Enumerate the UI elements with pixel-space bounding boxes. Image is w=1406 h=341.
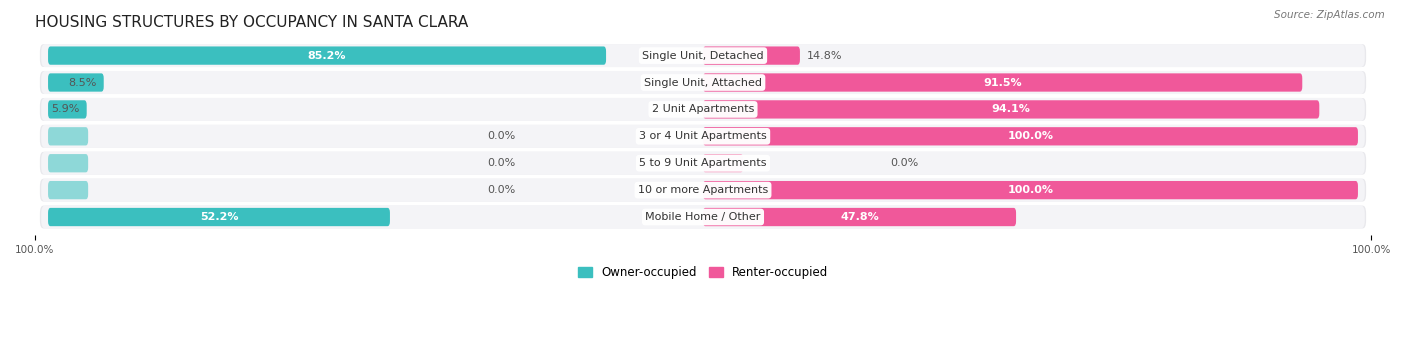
- Text: 0.0%: 0.0%: [890, 158, 918, 168]
- FancyBboxPatch shape: [48, 73, 104, 92]
- Text: 3 or 4 Unit Apartments: 3 or 4 Unit Apartments: [640, 131, 766, 141]
- FancyBboxPatch shape: [703, 154, 744, 172]
- Text: Single Unit, Attached: Single Unit, Attached: [644, 77, 762, 88]
- Text: 94.1%: 94.1%: [991, 104, 1031, 115]
- Text: 0.0%: 0.0%: [488, 131, 516, 141]
- FancyBboxPatch shape: [41, 125, 1365, 148]
- FancyBboxPatch shape: [38, 97, 1368, 122]
- Text: 0.0%: 0.0%: [488, 185, 516, 195]
- FancyBboxPatch shape: [38, 43, 1368, 69]
- FancyBboxPatch shape: [41, 206, 1365, 228]
- FancyBboxPatch shape: [48, 154, 89, 172]
- FancyBboxPatch shape: [38, 70, 1368, 95]
- Text: 85.2%: 85.2%: [308, 50, 346, 61]
- FancyBboxPatch shape: [41, 44, 1365, 67]
- Text: 8.5%: 8.5%: [69, 77, 97, 88]
- FancyBboxPatch shape: [48, 181, 89, 199]
- FancyBboxPatch shape: [48, 100, 87, 119]
- Text: 5 to 9 Unit Apartments: 5 to 9 Unit Apartments: [640, 158, 766, 168]
- FancyBboxPatch shape: [703, 73, 1302, 92]
- FancyBboxPatch shape: [38, 123, 1368, 149]
- Legend: Owner-occupied, Renter-occupied: Owner-occupied, Renter-occupied: [572, 261, 834, 284]
- FancyBboxPatch shape: [703, 127, 1358, 146]
- Text: HOUSING STRUCTURES BY OCCUPANCY IN SANTA CLARA: HOUSING STRUCTURES BY OCCUPANCY IN SANTA…: [35, 15, 468, 30]
- FancyBboxPatch shape: [38, 204, 1368, 230]
- FancyBboxPatch shape: [48, 46, 606, 65]
- Text: 10 or more Apartments: 10 or more Apartments: [638, 185, 768, 195]
- FancyBboxPatch shape: [48, 208, 389, 226]
- FancyBboxPatch shape: [48, 127, 89, 146]
- Text: 52.2%: 52.2%: [200, 212, 238, 222]
- Text: 0.0%: 0.0%: [488, 158, 516, 168]
- Text: 2 Unit Apartments: 2 Unit Apartments: [652, 104, 754, 115]
- FancyBboxPatch shape: [38, 150, 1368, 176]
- Text: 47.8%: 47.8%: [841, 212, 879, 222]
- Text: 14.8%: 14.8%: [807, 50, 842, 61]
- FancyBboxPatch shape: [703, 100, 1319, 119]
- FancyBboxPatch shape: [703, 208, 1017, 226]
- Text: Source: ZipAtlas.com: Source: ZipAtlas.com: [1274, 10, 1385, 20]
- Text: 100.0%: 100.0%: [1008, 185, 1053, 195]
- Text: Mobile Home / Other: Mobile Home / Other: [645, 212, 761, 222]
- Text: 5.9%: 5.9%: [52, 104, 80, 115]
- FancyBboxPatch shape: [41, 179, 1365, 202]
- FancyBboxPatch shape: [41, 98, 1365, 121]
- FancyBboxPatch shape: [703, 46, 800, 65]
- FancyBboxPatch shape: [703, 181, 1358, 199]
- Text: 100.0%: 100.0%: [1008, 131, 1053, 141]
- Text: 91.5%: 91.5%: [983, 77, 1022, 88]
- Text: Single Unit, Detached: Single Unit, Detached: [643, 50, 763, 61]
- FancyBboxPatch shape: [41, 152, 1365, 175]
- FancyBboxPatch shape: [41, 71, 1365, 94]
- FancyBboxPatch shape: [38, 177, 1368, 203]
